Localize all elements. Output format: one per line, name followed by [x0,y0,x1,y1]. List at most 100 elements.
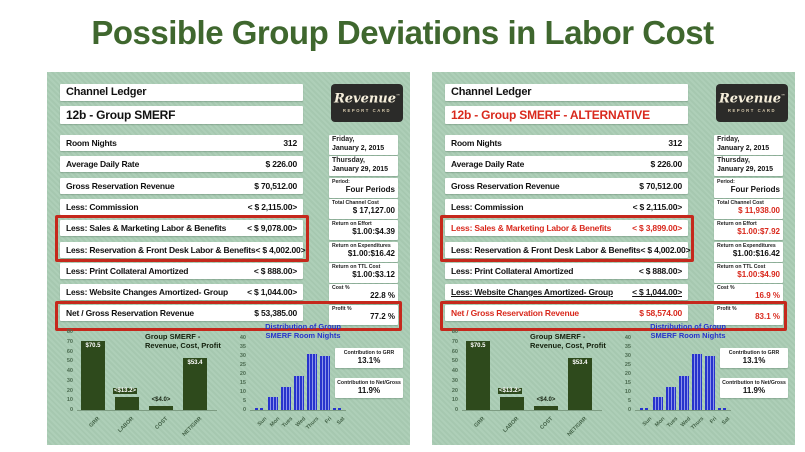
row-value: < $ 888.00> [253,266,297,276]
table-row-gross-reservation-revenue: Gross Reservation Revenue $ 70,512.00 Per… [47,178,410,199]
x-axis-label: NET/GRR [181,416,204,438]
side-period: Period: Four Periods [714,178,783,198]
row-value: 312 [283,138,297,148]
table-row-less-commission: Less: Commission < $ 2,115.00> Total Chan… [47,199,410,220]
y-axis-tick: 80 [451,329,458,335]
bar-mon [653,397,663,410]
x-axis-label: LABOR [502,416,521,435]
y-axis-tick: 25 [624,362,631,368]
side-return-on-effort: Return on Effort $1.00:$7.92 [714,220,783,240]
bar-wed [679,376,689,410]
ledger-title: Channel Ledger [445,84,688,101]
bar-value-label: $70.5 [85,343,101,349]
bar-value-label: <$13.2> [498,388,523,394]
revenue-report-card-logo: Revenue™ REPORT CARD [331,84,403,122]
row-value: $ 70,512.00 [639,181,682,191]
y-axis-tick: 30 [239,353,246,359]
side-return-on-ttl-cost: Return on TTL Cost $1.00:$3.12 [329,263,398,283]
bar-net-grr [568,358,592,410]
logo-tagline: REPORT CARD [727,108,777,114]
bar-sat [718,408,728,410]
contribution-to-net-gross: Contribution to Net/Gross 11.9% [720,378,788,398]
y-axis-tick: 10 [624,389,631,395]
bar-value-label: <$4.0> [536,397,556,403]
row-value: < $ 1,044.00> [632,287,682,297]
row-value: < $ 4,002.00> [255,245,306,255]
table-row-room-nights: Room Nights 312 Friday, January 2, 2015 [432,135,795,156]
x-axis-label: LABOR [117,416,136,435]
y-axis-tick: 30 [624,353,631,359]
bar-sun [255,408,265,410]
page-title: Possible Group Deviations in Labor Cost [91,14,714,51]
row-label: Gross Reservation Revenue [451,181,560,191]
row-value: < $ 4,002.00> [640,245,691,255]
y-axis-tick: 0 [69,407,73,413]
row-label: Less: Reservation & Front Desk Labor & B… [66,245,256,255]
side-total-channel-cost: Total Channel Cost $ 17,127.00 [329,199,398,219]
revenue-cost-profit-chart: Group SMERF - Revenue, Cost, Profit 0 10 20… [57,329,242,445]
table-row-net-gross-reservation-revenue: Net / Gross Reservation Revenue $ 58,574.… [432,305,795,326]
y-axis-tick: 50 [451,358,458,365]
y-axis-tick: 20 [624,371,631,377]
x-axis-label: COST [539,416,555,432]
ledger-subtitle: 12b - Group SMERF [60,106,303,124]
side-return-on-ttl-cost: Return on TTL Cost $1.00:$4.90 [714,263,783,283]
table-row-net-gross-reservation-revenue: Net / Gross Reservation Revenue $ 53,385.… [47,305,410,326]
bar-fri [320,356,330,410]
table-row-less-print-collateral: Less: Print Collateral Amortized < $ 888.… [47,263,410,284]
x-axis-label: GRR [88,416,102,429]
logo-brand: Revenue™ [718,91,786,107]
y-axis-tick: 30 [451,377,458,384]
bar-value-label: <$13.2> [113,388,138,394]
bar-sat [333,408,343,410]
side-start-date: Friday, January 2, 2015 [329,135,398,155]
y-axis-tick: 35 [624,344,631,350]
y-axis-tick: 0 [454,407,458,413]
y-axis-tick: 15 [624,380,631,386]
table-row-less-website-changes: Less: Website Changes Amortized- Group < … [432,284,795,305]
table-row-gross-reservation-revenue: Gross Reservation Revenue $ 70,512.00 Per… [432,178,795,199]
y-axis-tick: 60 [66,348,73,355]
side-cost-pct: Cost % 22.8 % [329,284,398,304]
bar-thurs [692,354,702,410]
x-axis-line [77,410,217,411]
report-panel-baseline: Channel Ledger 12b - Group SMERF Revenue… [47,72,410,445]
table-row-less-website-changes: Less: Website Changes Amortized- Group < … [47,284,410,305]
row-label: Average Daily Rate [66,159,140,169]
side-period: Period: Four Periods [329,178,398,198]
bar-value-label: <$4.0> [151,397,171,403]
revenue-report-card-logo: Revenue™ REPORT CARD [716,84,788,122]
bar-labor [500,397,524,410]
table-row-less-sales-marketing-labor: Less: Sales & Marketing Labor & Benefits… [432,220,795,241]
side-cost-pct: Cost % 16.9 % [714,284,783,304]
y-axis-tick: 40 [624,335,631,341]
y-axis-tick: 20 [66,387,73,394]
x-axis-label: NET/GRR [566,416,589,438]
y-axis-tick: 15 [239,380,246,386]
row-value: < $ 2,115.00> [247,202,298,212]
y-axis-tick: 10 [66,397,73,404]
row-value: < $ 1,044.00> [247,287,297,297]
y-axis-tick: 70 [451,338,458,345]
row-value: 312 [668,138,682,148]
trademark-icon: ™ [396,93,401,98]
bar-cost [149,406,173,410]
row-value: < $ 9,078.00> [247,223,297,233]
side-end-date: Thursday, January 29, 2015 [329,156,398,176]
side-return-on-effort: Return on Effort $1.00:$4.39 [329,220,398,240]
y-axis-tick: 40 [66,368,73,374]
y-axis-tick: 0 [627,407,631,413]
row-label: Less: Reservation & Front Desk Labor & B… [451,245,641,255]
chart-title: Group SMERF - Revenue, Cost, Profit [145,332,221,350]
bar-value-label: $53.4 [572,360,588,366]
y-axis-tick: 0 [242,407,246,413]
bar-cost [534,406,558,410]
bar-wed [294,376,304,410]
revenue-cost-profit-chart: Group SMERF - Revenue, Cost, Profit 0 10 20… [442,329,627,445]
table-row-less-print-collateral: Less: Print Collateral Amortized < $ 888.… [432,263,795,284]
row-label: Room Nights [451,138,502,148]
y-axis-tick: 5 [242,398,246,404]
bar-value-label: $70.5 [470,343,486,349]
side-profit-pct: Profit % 83.1 % [714,305,783,325]
ledger-subtitle: 12b - Group SMERF - ALTERNATIVE [445,106,688,124]
